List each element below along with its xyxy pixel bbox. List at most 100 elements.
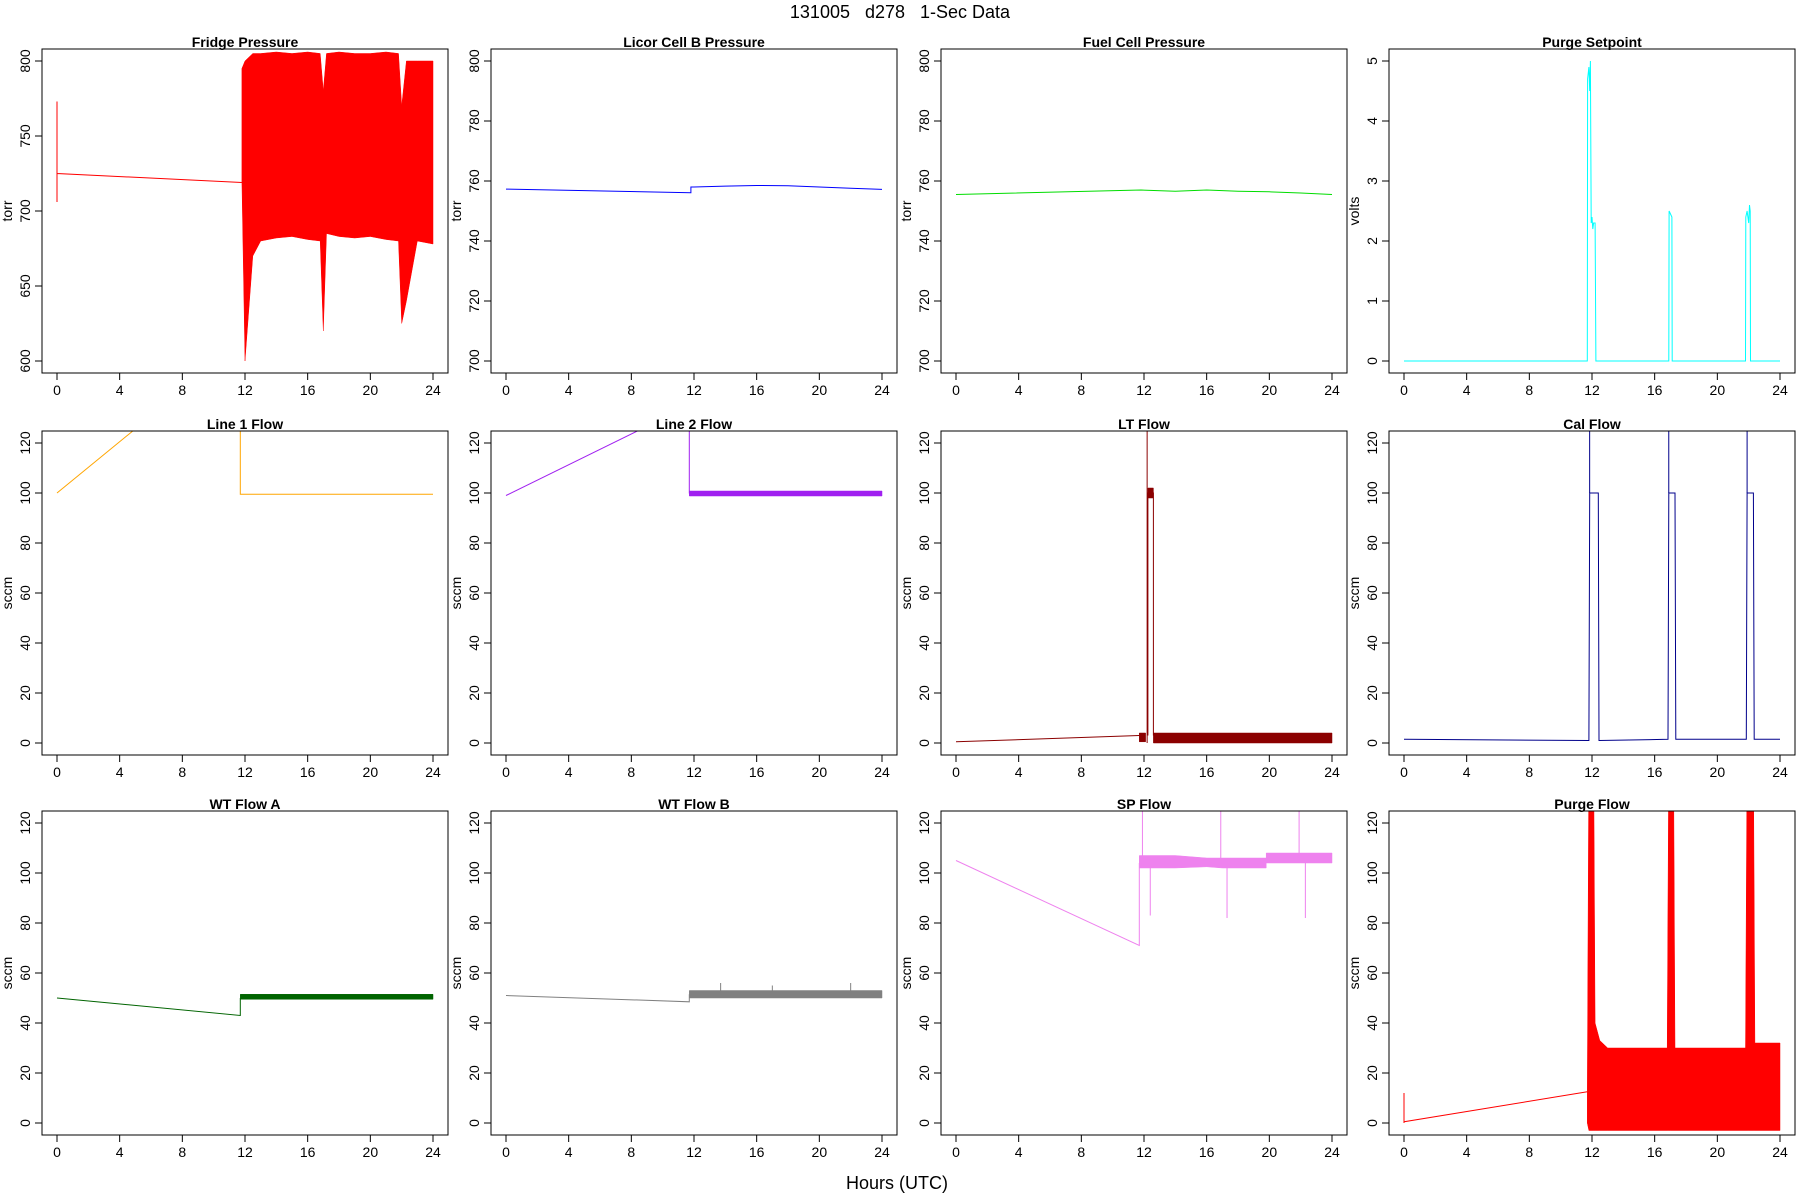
- y-axis: 0 20 40 60 80 100 120: [1364, 431, 1390, 747]
- x-tick-label: 24: [425, 382, 441, 398]
- y-axis: 0 20 40 60 80 100 120: [17, 811, 43, 1127]
- x-tick-label: 16: [300, 1144, 316, 1160]
- x-tick-label: 16: [749, 1144, 765, 1160]
- y-tick-label: 100: [916, 481, 932, 505]
- x-tick-label: 24: [1324, 1144, 1340, 1160]
- x-axis: 0 4 8 12 16 20 24: [53, 1134, 441, 1160]
- y-tick-label: 120: [1364, 811, 1380, 835]
- panel-sp-flow: 0 4 8 12 16 20 24 0 20 40 60 80 100 120 SP Flow sccm: [898, 796, 1348, 1160]
- x-axis: 0 4 8 12 16 20 24: [1400, 372, 1788, 398]
- x-tick-label: 8: [627, 382, 635, 398]
- x-tick-label: 16: [749, 382, 765, 398]
- y-tick-label: 40: [466, 1015, 482, 1031]
- x-tick-label: 12: [1584, 1144, 1600, 1160]
- panel-title: Licor Cell B Pressure: [623, 34, 765, 50]
- series-line-0: [56, 997, 241, 1017]
- x-tick-label: 8: [1077, 764, 1085, 780]
- plot-frame: [41, 810, 449, 1136]
- y-tick-label: 1: [1364, 297, 1380, 305]
- x-tick-label: 0: [53, 1144, 61, 1160]
- x-axis: 0 4 8 12 16 20 24: [502, 1134, 890, 1160]
- y-tick-label: 120: [17, 811, 33, 835]
- x-tick-label: 8: [1525, 1144, 1533, 1160]
- series-band-0: [1587, 811, 1781, 1131]
- y-tick-label: 0: [17, 1119, 33, 1127]
- y-tick-label: 120: [17, 431, 33, 455]
- y-tick-label: 60: [1364, 965, 1380, 981]
- y-tick-label: 60: [916, 585, 932, 601]
- y-tick-label: 60: [916, 965, 932, 981]
- y-axis-label: sccm: [1346, 577, 1362, 610]
- y-tick-label: 740: [466, 229, 482, 253]
- y-tick-label: 0: [1364, 739, 1380, 747]
- series-band-2: [1153, 732, 1333, 744]
- y-tick-label: 20: [466, 1065, 482, 1081]
- y-tick-label: 40: [916, 635, 932, 651]
- panel-fridge-pressure: 0 4 8 12 16 20 24 600 650 700 750 800 Fridge Pressur…: [0, 34, 449, 398]
- x-tick-label: 0: [53, 764, 61, 780]
- x-tick-label: 24: [1772, 1144, 1788, 1160]
- x-tick-label: 20: [1262, 764, 1278, 780]
- x-tick-label: 12: [686, 382, 702, 398]
- x-tick-label: 24: [425, 764, 441, 780]
- y-tick-label: 720: [916, 289, 932, 313]
- x-tick-label: 16: [1199, 764, 1215, 780]
- x-tick-label: 20: [1710, 1144, 1726, 1160]
- x-tick-label: 12: [1584, 764, 1600, 780]
- y-tick-label: 60: [17, 585, 33, 601]
- y-tick-label: 40: [1364, 1015, 1380, 1031]
- y-tick-label: 740: [916, 229, 932, 253]
- y-axis: 0 20 40 60 80 100 120: [916, 431, 942, 747]
- y-tick-label: 0: [916, 739, 932, 747]
- x-tick-label: 20: [363, 382, 379, 398]
- x-tick-label: 24: [425, 1144, 441, 1160]
- x-tick-label: 8: [1525, 382, 1533, 398]
- y-tick-label: 0: [1364, 1119, 1380, 1127]
- x-tick-label: 8: [627, 764, 635, 780]
- y-tick-label: 120: [466, 811, 482, 835]
- y-tick-label: 800: [466, 49, 482, 73]
- x-axis: 0 4 8 12 16 20 24: [53, 372, 441, 398]
- y-tick-label: 80: [1364, 535, 1380, 551]
- y-tick-label: 5: [1364, 57, 1380, 65]
- x-axis-label: Hours (UTC): [846, 1173, 948, 1193]
- y-tick-label: 120: [1364, 431, 1380, 455]
- y-tick-label: 60: [466, 585, 482, 601]
- panel-wt-flow-a: 0 4 8 12 16 20 24 0 20 40 60 80 100 120 WT Flow A sccm: [0, 796, 449, 1160]
- y-tick-label: 650: [17, 274, 33, 298]
- y-axis: 600 650 700 750 800: [17, 49, 43, 373]
- x-tick-label: 24: [874, 1144, 890, 1160]
- y-tick-label: 0: [1364, 357, 1380, 365]
- y-tick-label: 2: [1364, 237, 1380, 245]
- y-tick-label: 120: [916, 811, 932, 835]
- x-axis: 0 4 8 12 16 20 24: [1400, 1134, 1788, 1160]
- x-tick-label: 20: [363, 1144, 379, 1160]
- x-tick-label: 16: [1199, 382, 1215, 398]
- x-tick-label: 0: [952, 764, 960, 780]
- y-tick-label: 780: [466, 109, 482, 133]
- y-axis-label: torr: [898, 200, 914, 221]
- x-axis: 0 4 8 12 16 20 24: [502, 754, 890, 780]
- x-tick-label: 0: [1400, 764, 1408, 780]
- series-line-0: [505, 431, 639, 496]
- y-tick-label: 100: [17, 481, 33, 505]
- x-tick-label: 16: [749, 764, 765, 780]
- y-axis-label: torr: [448, 200, 464, 221]
- y-axis: 0 20 40 60 80 100 120: [466, 811, 492, 1127]
- y-tick-label: 760: [916, 169, 932, 193]
- x-tick-label: 4: [565, 382, 573, 398]
- x-tick-label: 12: [1136, 764, 1152, 780]
- panel-title: Cal Flow: [1563, 416, 1621, 432]
- y-tick-label: 700: [916, 349, 932, 373]
- x-tick-label: 20: [363, 764, 379, 780]
- x-tick-label: 24: [1324, 764, 1340, 780]
- x-tick-label: 4: [565, 1144, 573, 1160]
- series-line-1: [1147, 492, 1154, 736]
- y-tick-label: 20: [17, 685, 33, 701]
- x-tick-label: 4: [116, 1144, 124, 1160]
- y-tick-label: 40: [466, 635, 482, 651]
- y-tick-label: 40: [916, 1015, 932, 1031]
- y-tick-label: 800: [916, 49, 932, 73]
- y-tick-label: 80: [17, 535, 33, 551]
- y-tick-label: 60: [1364, 585, 1380, 601]
